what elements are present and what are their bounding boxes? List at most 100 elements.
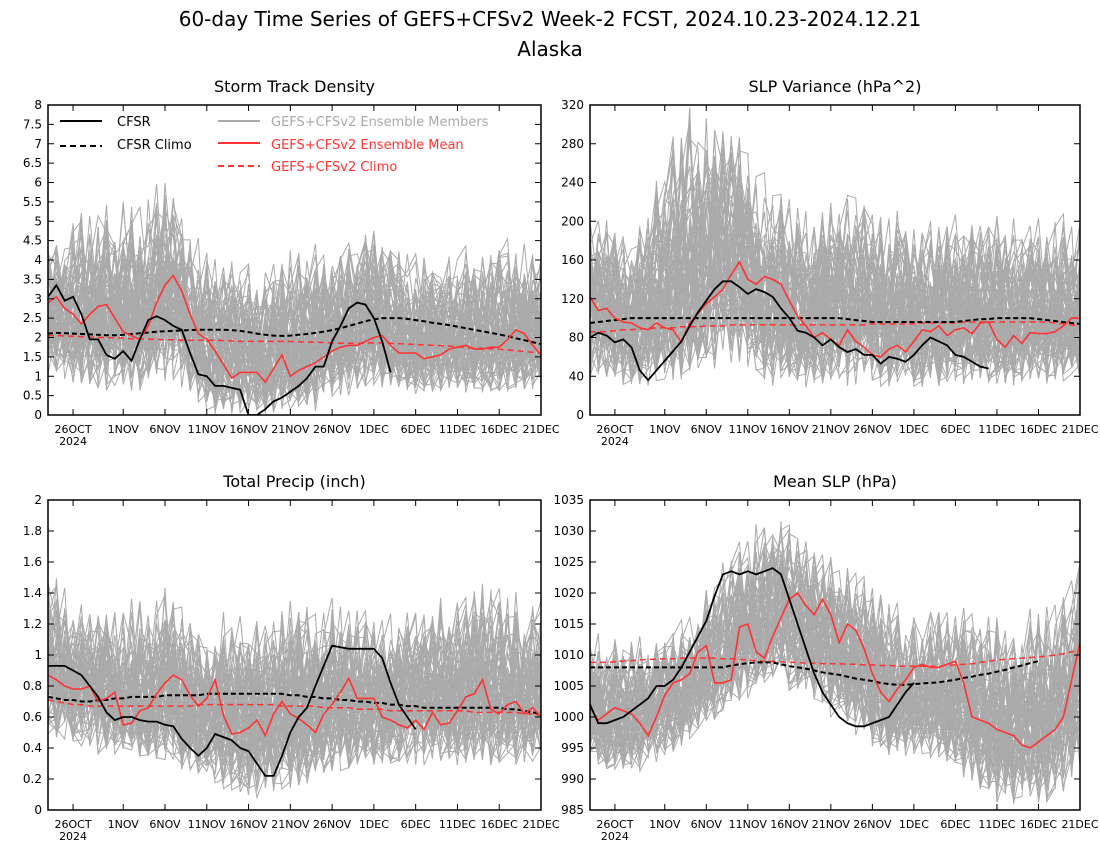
legend-members-label: GEFS+CFSv2 Ensemble Members — [271, 115, 489, 130]
storm-track-density-ens-mean-line — [48, 274, 541, 384]
mean-slp-member-line — [590, 583, 1080, 784]
mean-slp-member-line — [590, 539, 1080, 799]
storm-track-density-y-tick-label: 0.5 — [23, 389, 42, 403]
slp-variance-y-tick-label: 120 — [561, 292, 584, 306]
slp-variance-x-tick-label: 21DEC — [1061, 423, 1098, 436]
total-precip-member-line — [48, 598, 541, 769]
total-precip-y-tick-label: 0.4 — [23, 741, 42, 755]
mean-slp-y-tick-label: 995 — [561, 741, 584, 755]
storm-track-density-title: Storm Track Density — [214, 77, 375, 96]
mean-slp-member-line — [590, 560, 1080, 751]
storm-track-density-y-tick-label: 1.5 — [23, 350, 42, 364]
total-precip-x-tick-label: 16NOV — [229, 818, 268, 831]
total-precip-member-line — [48, 608, 541, 781]
storm-track-density-member-line — [48, 233, 541, 410]
slp-variance-y-tick-label: 200 — [561, 214, 584, 228]
mean-slp-y-tick-label: 985 — [561, 803, 584, 817]
total-precip-x-tick-label: 6DEC — [401, 818, 431, 831]
mean-slp-ensemble-members — [590, 521, 1080, 804]
storm-track-density-y-tick-label: 7.5 — [23, 117, 42, 131]
mean-slp-x-tick-label: 11NOV — [729, 818, 768, 831]
storm-track-density-y-tick-label: 7 — [34, 137, 42, 151]
total-precip-y-tick-label: 0 — [34, 803, 42, 817]
slp-variance-x-tick-label: 21NOV — [812, 423, 851, 436]
total-precip-x-tick-label: 1DEC — [359, 818, 389, 831]
slp-variance-title: SLP Variance (hPa^2) — [749, 77, 922, 96]
total-precip-y-tick-label: 0.6 — [23, 710, 42, 724]
mean-slp-x-tick-label: 1NOV — [649, 818, 681, 831]
slp-variance-x-tick-label: 16NOV — [770, 423, 809, 436]
slp-variance-y-tick-label: 320 — [561, 98, 584, 112]
storm-track-density-x-tick-label: 1NOV — [108, 423, 140, 436]
slp-variance-x-tick-label: 6DEC — [940, 423, 970, 436]
slp-variance-cfsr-climo-line — [590, 317, 1080, 325]
storm-track-density-x-tick-label: 21NOV — [271, 423, 310, 436]
total-precip-y-tick-label: 2 — [34, 493, 42, 507]
slp-variance-member-line — [590, 184, 1080, 379]
total-precip-x-tick-label: 16DEC — [481, 818, 518, 831]
slp-variance-x-tick-label: 6NOV — [691, 423, 723, 436]
storm-track-density-y-tick-label: 6.5 — [23, 156, 42, 170]
slp-variance-x-tick-label: 26NOV — [853, 423, 892, 436]
panels: Storm Track Density 0 0.5 1 1.5 2 2.5 3 3.5 4 4.5 5… — [23, 77, 1099, 843]
storm-track-density-cfsr-line — [48, 283, 392, 415]
total-precip-y-tick-label: 1.2 — [23, 617, 42, 631]
storm-track-density-member-line — [48, 224, 541, 404]
mean-slp-y-tick-label: 1000 — [553, 710, 584, 724]
mean-slp-y-tick-label: 1035 — [553, 493, 584, 507]
storm-track-density-y-tick-label: 4 — [34, 253, 42, 267]
storm-track-density-x-tick-label: 16DEC — [481, 423, 518, 436]
mean-slp-x-tick-label: 6NOV — [691, 818, 723, 831]
mean-slp-x-tick-label: 21DEC — [1061, 818, 1098, 831]
storm-track-density-y-tick-label: 6 — [34, 176, 42, 190]
storm-track-density-y-tick-label: 1 — [34, 369, 42, 383]
slp-variance-member-line — [590, 170, 1080, 380]
panel-slp-variance: SLP Variance (hPa^2) 0 40 80 120 160 200 240 280… — [561, 77, 1099, 448]
mean-slp-member-line — [590, 559, 1080, 800]
total-precip-member-line — [48, 604, 541, 780]
mean-slp-x-tick-label: 1DEC — [899, 818, 929, 831]
total-precip-y-tick-label: 0.2 — [23, 772, 42, 786]
slp-variance-x-tick-label: 11NOV — [729, 423, 768, 436]
mean-slp-member-line — [590, 553, 1080, 803]
storm-track-density-x-tick-label: 11NOV — [188, 423, 227, 436]
slp-variance-x-tick-label: 11DEC — [978, 423, 1015, 436]
panel-storm-track-density: Storm Track Density 0 0.5 1 1.5 2 2.5 3 3.5 4 4.5 5… — [23, 77, 560, 448]
storm-track-density-y-tick-label: 2 — [34, 331, 42, 345]
mean-slp-y-tick-label: 1010 — [553, 648, 584, 662]
storm-track-density-y-tick-label: 4.5 — [23, 234, 42, 248]
mean-slp-member-line — [590, 548, 1080, 779]
total-precip-ens-climo-line — [48, 699, 541, 717]
mean-slp-x-tick-label: 11DEC — [978, 818, 1015, 831]
total-precip-member-line — [48, 611, 541, 770]
storm-track-density-x-tick-label: 16NOV — [229, 423, 268, 436]
slp-variance-cfsr-line — [590, 280, 989, 382]
slp-variance-x-tick-year: 2024 — [601, 435, 629, 448]
storm-track-density-x-tick-year: 2024 — [59, 435, 87, 448]
slp-variance-y-tick-label: 80 — [569, 331, 584, 345]
region-title: Alaska — [517, 37, 582, 61]
storm-track-density-x-tick-label: 21DEC — [522, 423, 559, 436]
storm-track-density-x-tick-label: 26OCT — [55, 423, 92, 436]
mean-slp-x-tick-label: 26OCT — [596, 818, 633, 831]
storm-track-density-y-tick-label: 3.5 — [23, 272, 42, 286]
slp-variance-member-line — [590, 111, 1080, 382]
mean-slp-ens-mean-line — [590, 591, 1080, 749]
total-precip-y-tick-label: 0.8 — [23, 679, 42, 693]
storm-track-density-y-tick-label: 2.5 — [23, 311, 42, 325]
total-precip-title: Total Precip (inch) — [222, 472, 365, 491]
mean-slp-y-tick-label: 1020 — [553, 586, 584, 600]
mean-slp-x-tick-year: 2024 — [601, 830, 629, 843]
total-precip-member-line — [48, 614, 541, 785]
mean-slp-x-tick-label: 6DEC — [940, 818, 970, 831]
mean-slp-member-line — [590, 541, 1080, 785]
legend-cfsr-climo-label: CFSR Climo — [117, 138, 192, 153]
storm-track-density-y-tick-label: 5 — [34, 214, 42, 228]
total-precip-cfsr-climo-line — [48, 692, 541, 715]
mean-slp-cfsr-climo-line — [590, 660, 1039, 686]
mean-slp-x-tick-label: 16NOV — [770, 818, 809, 831]
slp-variance-x-tick-label: 16DEC — [1020, 423, 1057, 436]
legend-cfsr-label: CFSR — [117, 115, 151, 130]
total-precip-ensemble-members — [48, 578, 541, 800]
